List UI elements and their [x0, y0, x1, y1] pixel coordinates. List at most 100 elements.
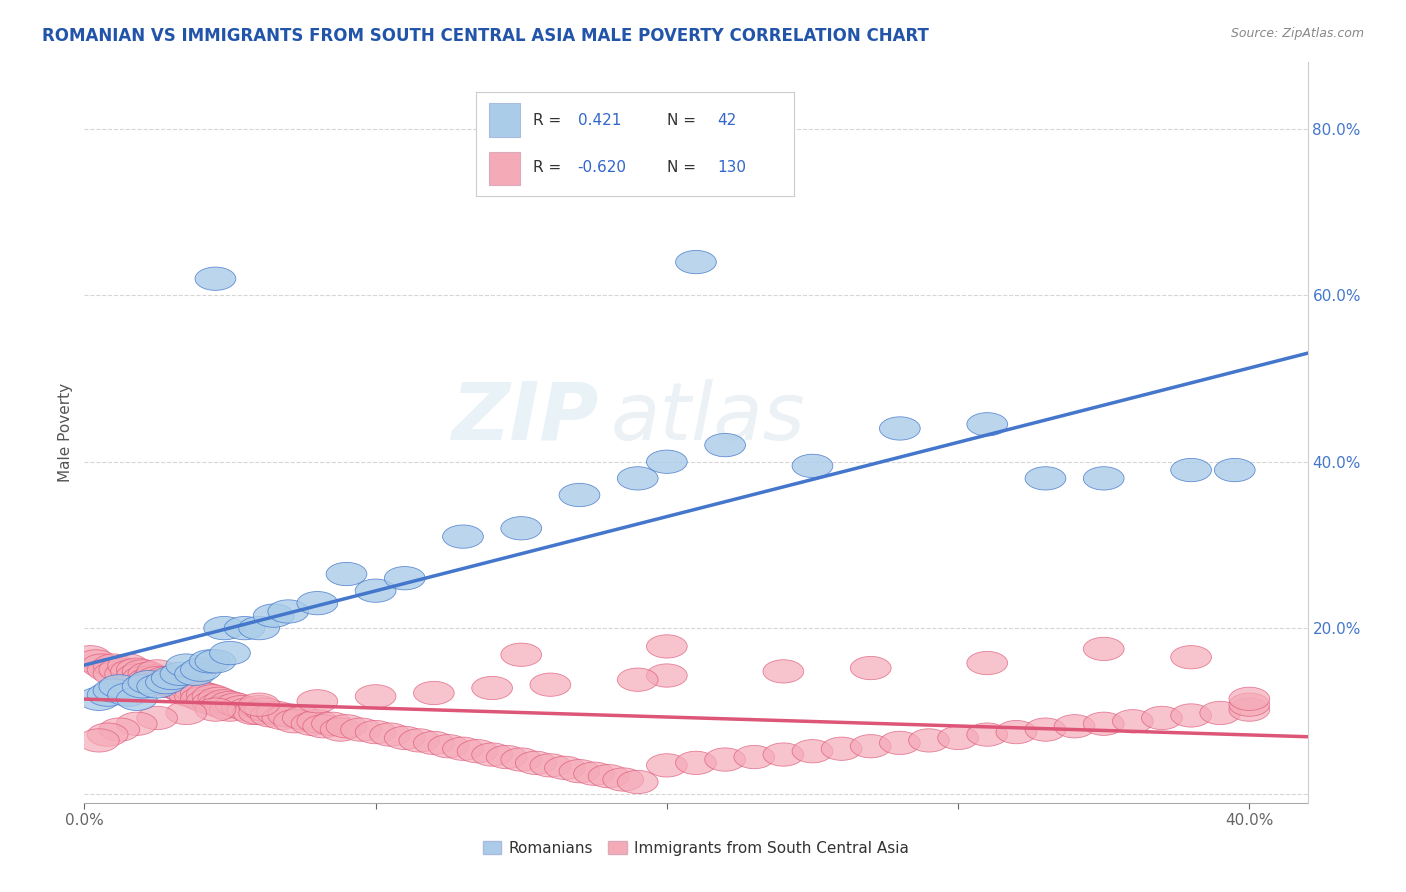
Ellipse shape: [399, 729, 440, 752]
Ellipse shape: [297, 591, 337, 615]
Ellipse shape: [163, 679, 204, 702]
Ellipse shape: [186, 683, 228, 706]
Ellipse shape: [1171, 458, 1212, 482]
Ellipse shape: [516, 751, 557, 774]
Ellipse shape: [70, 646, 111, 669]
Ellipse shape: [152, 668, 193, 691]
Ellipse shape: [560, 483, 600, 507]
Ellipse shape: [204, 690, 245, 713]
Ellipse shape: [122, 674, 163, 698]
Text: ROMANIAN VS IMMIGRANTS FROM SOUTH CENTRAL ASIA MALE POVERTY CORRELATION CHART: ROMANIAN VS IMMIGRANTS FROM SOUTH CENTRA…: [42, 27, 929, 45]
Ellipse shape: [117, 687, 157, 710]
Ellipse shape: [384, 726, 425, 749]
Ellipse shape: [198, 687, 239, 710]
Ellipse shape: [180, 658, 221, 681]
Ellipse shape: [166, 674, 207, 698]
Ellipse shape: [79, 729, 120, 752]
Ellipse shape: [763, 743, 804, 766]
Ellipse shape: [617, 771, 658, 794]
Ellipse shape: [117, 658, 157, 681]
Ellipse shape: [195, 698, 236, 722]
Ellipse shape: [1171, 646, 1212, 669]
Ellipse shape: [269, 599, 309, 624]
Ellipse shape: [647, 754, 688, 777]
Ellipse shape: [122, 666, 163, 690]
Ellipse shape: [704, 434, 745, 457]
Ellipse shape: [312, 712, 353, 735]
Ellipse shape: [821, 737, 862, 760]
Ellipse shape: [356, 721, 396, 744]
Ellipse shape: [163, 673, 204, 697]
Ellipse shape: [111, 660, 152, 683]
Ellipse shape: [472, 676, 513, 699]
Ellipse shape: [326, 714, 367, 738]
Ellipse shape: [169, 683, 209, 706]
Ellipse shape: [76, 649, 117, 673]
Ellipse shape: [938, 726, 979, 749]
Ellipse shape: [87, 683, 128, 706]
Ellipse shape: [1142, 706, 1182, 730]
Ellipse shape: [157, 671, 198, 694]
Ellipse shape: [136, 666, 177, 690]
Ellipse shape: [186, 690, 228, 713]
Ellipse shape: [1229, 687, 1270, 710]
Ellipse shape: [245, 698, 285, 722]
Ellipse shape: [239, 696, 280, 719]
Ellipse shape: [617, 467, 658, 490]
Ellipse shape: [209, 691, 250, 714]
Ellipse shape: [136, 706, 177, 730]
Ellipse shape: [326, 562, 367, 586]
Ellipse shape: [174, 662, 215, 686]
Y-axis label: Male Poverty: Male Poverty: [58, 383, 73, 483]
Ellipse shape: [193, 691, 233, 714]
Ellipse shape: [297, 690, 337, 713]
Ellipse shape: [93, 679, 134, 702]
Ellipse shape: [146, 666, 186, 690]
Ellipse shape: [228, 698, 269, 722]
Ellipse shape: [291, 712, 332, 735]
Ellipse shape: [792, 454, 832, 477]
Ellipse shape: [995, 721, 1036, 744]
Ellipse shape: [174, 685, 215, 708]
Ellipse shape: [413, 681, 454, 705]
Ellipse shape: [880, 417, 921, 440]
Ellipse shape: [82, 654, 122, 677]
Ellipse shape: [274, 710, 315, 733]
Ellipse shape: [676, 251, 717, 274]
Ellipse shape: [198, 693, 239, 716]
Ellipse shape: [87, 723, 128, 747]
Ellipse shape: [193, 685, 233, 708]
Ellipse shape: [239, 701, 280, 724]
Ellipse shape: [1025, 467, 1066, 490]
Ellipse shape: [180, 687, 221, 710]
Ellipse shape: [617, 668, 658, 691]
Ellipse shape: [174, 679, 215, 702]
Ellipse shape: [967, 651, 1008, 674]
Ellipse shape: [139, 671, 180, 694]
Ellipse shape: [792, 739, 832, 763]
Ellipse shape: [93, 654, 134, 677]
Ellipse shape: [297, 710, 337, 733]
Ellipse shape: [239, 616, 280, 640]
Text: atlas: atlas: [610, 379, 806, 457]
Ellipse shape: [146, 671, 186, 694]
Ellipse shape: [250, 704, 291, 727]
Ellipse shape: [256, 701, 297, 724]
Ellipse shape: [880, 731, 921, 755]
Ellipse shape: [1112, 710, 1153, 733]
Ellipse shape: [486, 746, 527, 769]
Ellipse shape: [136, 660, 177, 683]
Ellipse shape: [233, 701, 274, 724]
Ellipse shape: [239, 693, 280, 716]
Ellipse shape: [588, 764, 628, 788]
Ellipse shape: [413, 731, 454, 755]
Ellipse shape: [1054, 714, 1095, 738]
Ellipse shape: [93, 662, 134, 686]
Ellipse shape: [98, 718, 139, 741]
Ellipse shape: [117, 664, 157, 687]
Ellipse shape: [501, 643, 541, 666]
Ellipse shape: [204, 616, 245, 640]
Ellipse shape: [501, 747, 541, 772]
Ellipse shape: [136, 674, 177, 698]
Ellipse shape: [1171, 704, 1212, 727]
